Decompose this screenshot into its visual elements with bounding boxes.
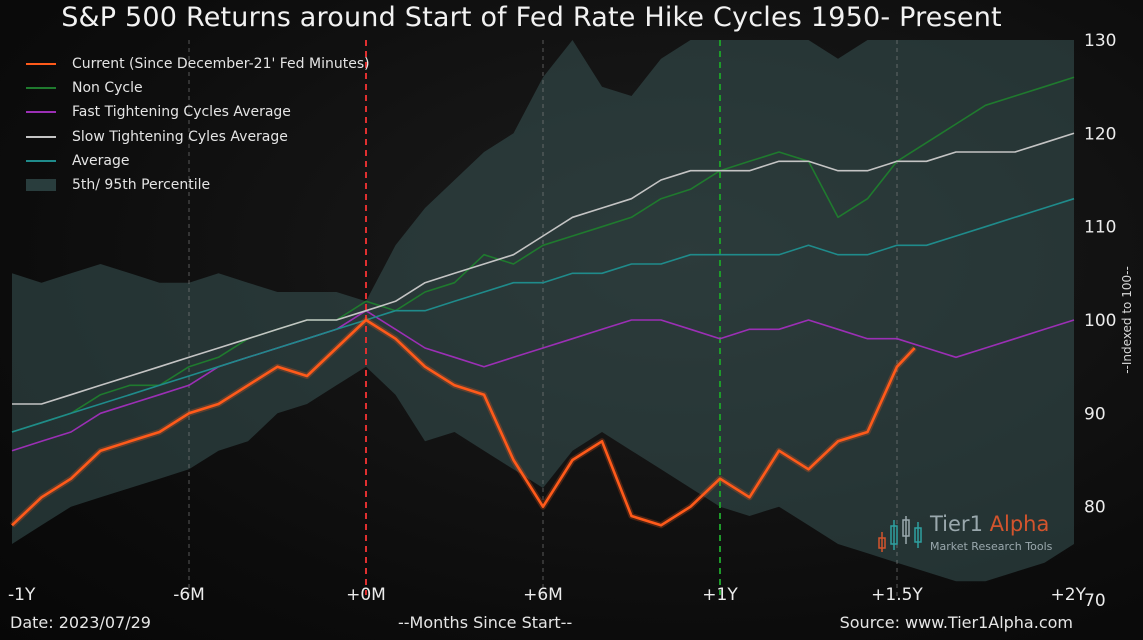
legend-label-average: Average (72, 152, 130, 169)
footer-date: Date: 2023/07/29 (10, 613, 151, 632)
chart-title: S&P 500 Returns around Start of Fed Rate… (61, 2, 1002, 33)
legend: Current (Since December-21' Fed Minutes)… (26, 52, 370, 197)
candlestick-logo-icon (878, 516, 922, 552)
percentile-band (12, 40, 1074, 582)
legend-item-percentile-band: 5th/ 95th Percentile (26, 173, 370, 197)
legend-item-slow-tightening: Slow Tightening Cyles Average (26, 125, 370, 149)
series-line-fast-tightening-cycles-average (11, 309, 1075, 452)
y-tick-label: 130 (1084, 31, 1116, 51)
series-line-average (11, 197, 1075, 433)
watermark-tagline: Market Research Tools (930, 540, 1053, 553)
legend-swatch-non-cycle (26, 87, 56, 90)
legend-swatch-slow-tightening (26, 135, 56, 138)
y-tick-label: 70 (1084, 591, 1106, 611)
percentile-band-layer (12, 40, 1074, 582)
legend-swatch-average (26, 159, 56, 162)
y-tick-label: 80 (1084, 498, 1106, 518)
x-tick-label: -1Y (8, 585, 36, 605)
legend-label-percentile-band: 5th/ 95th Percentile (72, 177, 211, 194)
x-tick-label: +1.5Y (871, 585, 923, 605)
legend-swatch-current (26, 63, 56, 66)
watermark-brand-main: Tier1 (930, 512, 983, 536)
legend-swatch-percentile-band (26, 179, 56, 192)
x-tick-label: +1Y (702, 585, 738, 605)
legend-swatch-fast-tightening (26, 111, 56, 114)
footer-source: Source: www.Tier1Alpha.com (839, 613, 1073, 632)
legend-label-current: Current (Since December-21' Fed Minutes) (72, 56, 370, 73)
x-axis-label: --Months Since Start-- (398, 613, 573, 632)
x-axis-ticks: -1Y -6M +0M +6M +1Y +1.5Y +2Y (8, 585, 1087, 605)
y-tick-label: 90 (1084, 404, 1106, 424)
x-tick-label: +6M (523, 585, 563, 605)
x-tick-label: +2Y (1051, 585, 1087, 605)
watermark-brand-accent: Alpha (989, 512, 1050, 536)
y-axis-label: --Indexed to 100-- (1120, 266, 1134, 374)
legend-item-average: Average (26, 149, 370, 173)
y-tick-label: 100 (1084, 311, 1116, 331)
legend-item-fast-tightening: Fast Tightening Cycles Average (26, 100, 370, 124)
y-axis-ticks: 70 80 90 100 110 120 130 (1084, 31, 1116, 611)
legend-item-current: Current (Since December-21' Fed Minutes) (26, 52, 370, 76)
y-tick-label: 120 (1084, 124, 1116, 144)
legend-label-non-cycle: Non Cycle (72, 80, 143, 97)
x-tick-label: -6M (173, 585, 205, 605)
series-line-slow-tightening-cyles-average (12, 132, 1075, 405)
x-tick-label: +0M (346, 585, 386, 605)
series-line-current-since-december-21-fed-minutes (11, 318, 916, 527)
series-layer (9, 76, 1075, 529)
watermark-brand: Tier1 Alpha (930, 512, 1049, 536)
y-tick-label: 110 (1084, 218, 1116, 238)
legend-item-non-cycle: Non Cycle (26, 76, 370, 100)
legend-label-fast-tightening: Fast Tightening Cycles Average (72, 104, 291, 121)
legend-label-slow-tightening: Slow Tightening Cyles Average (72, 128, 288, 145)
vertical-markers-layer (365, 40, 721, 595)
